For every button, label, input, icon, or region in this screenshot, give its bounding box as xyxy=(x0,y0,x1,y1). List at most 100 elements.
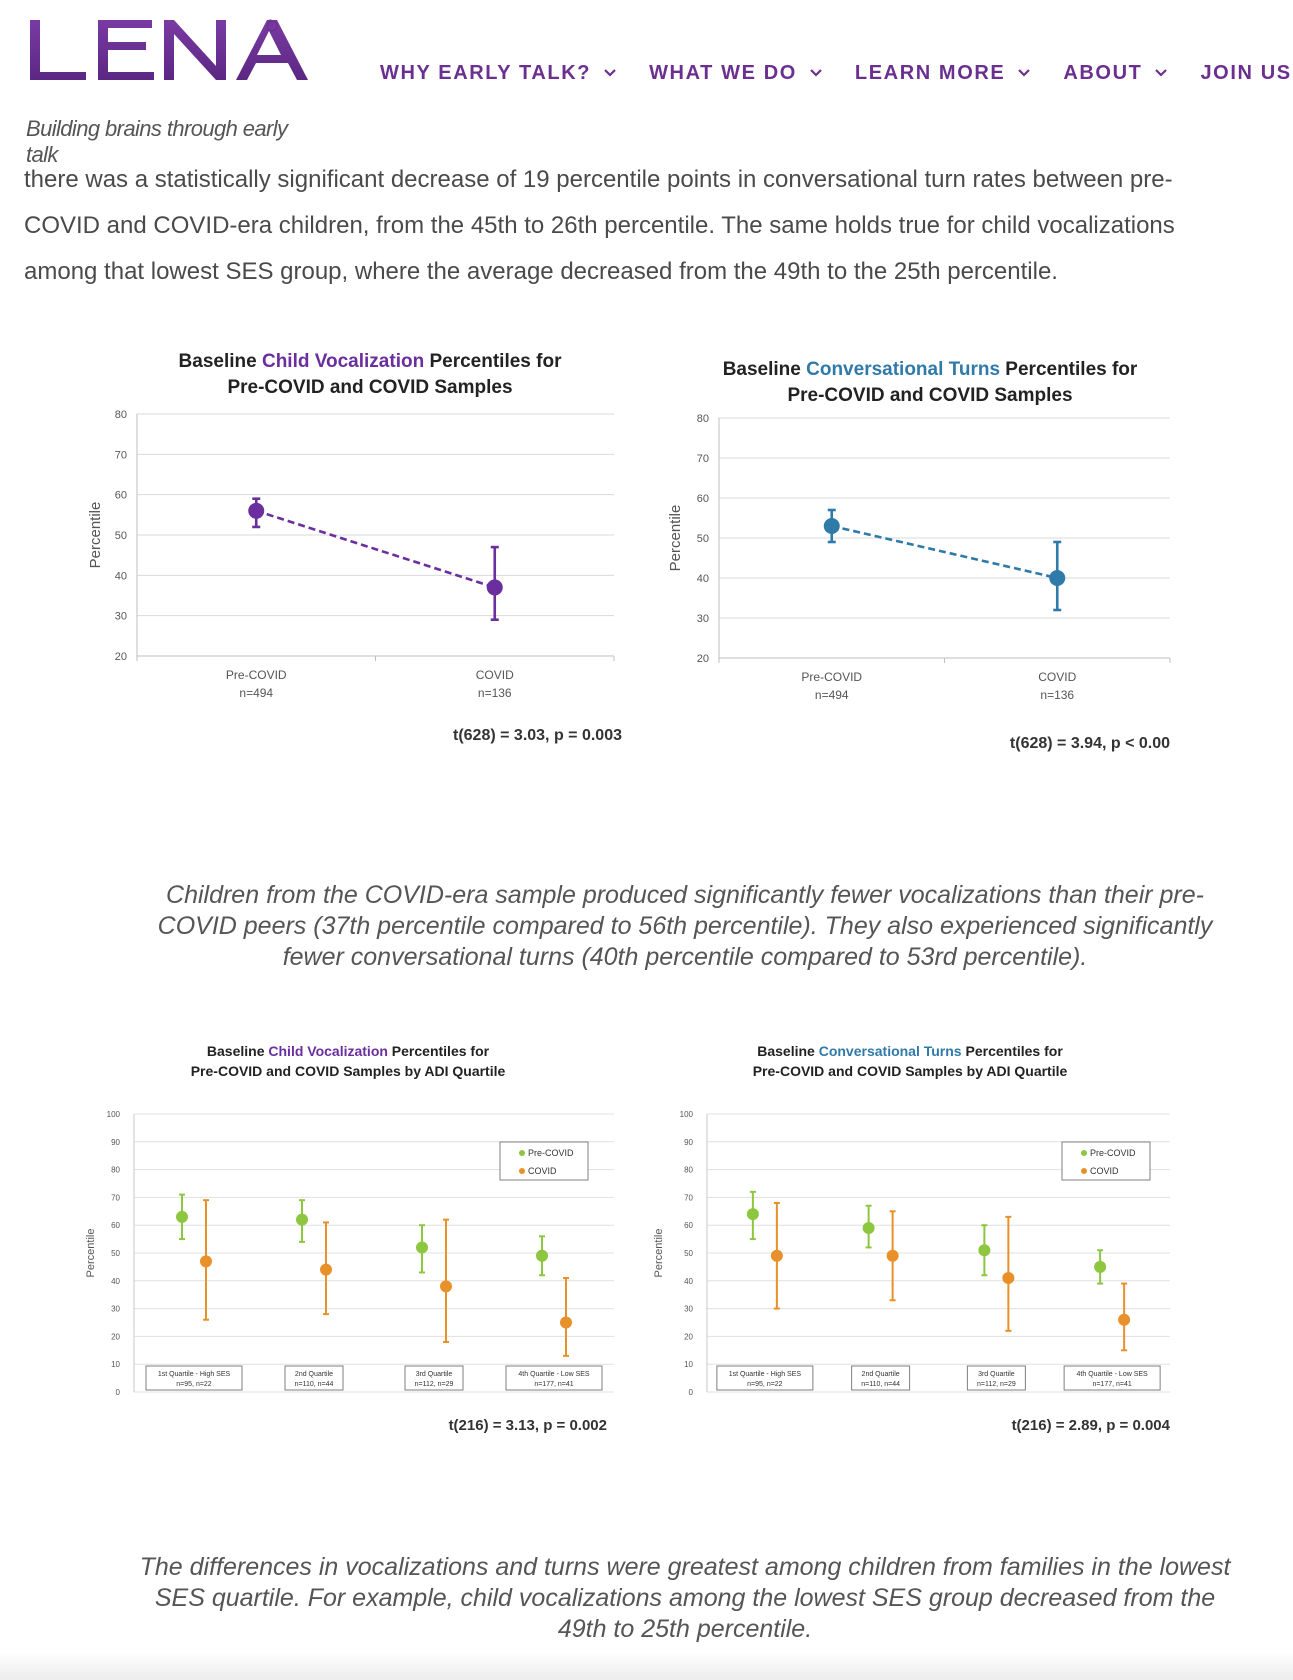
x-tick-label: Pre-COVID xyxy=(801,670,862,684)
chart-child-vocalization: Baseline Child Vocalization Percentiles … xyxy=(87,351,622,744)
chart-title-part: Percentiles for xyxy=(424,351,562,372)
y-tick-label: 10 xyxy=(684,1360,693,1369)
x-tick-sample-size: n=177, n=41 xyxy=(1092,1381,1131,1388)
legend-marker xyxy=(1081,1150,1087,1156)
y-tick-label: 30 xyxy=(115,611,127,623)
y-tick-label: 100 xyxy=(107,1110,121,1119)
chart-conversational-turns: Baseline Conversational Turns Percentile… xyxy=(667,359,1171,752)
figure-caption-2: The differences in vocalizations and tur… xyxy=(139,1553,1231,1643)
y-tick-label: 70 xyxy=(111,1193,120,1202)
x-tick-sample-size: n=494 xyxy=(239,686,273,700)
y-tick-label: 40 xyxy=(115,570,127,582)
x-tick-sample-size: n=177, n=41 xyxy=(534,1381,573,1388)
data-point xyxy=(770,1249,783,1262)
logo-tagline: Building brains through early talk xyxy=(26,116,288,167)
article-intro-paragraph: there was a statistically significant de… xyxy=(24,157,1269,295)
chart-title: Baseline Child Vocalization Percentiles … xyxy=(179,351,563,372)
chart-conversational-turns-by-quartile: Baseline Conversational Turns Percentile… xyxy=(653,1043,1171,1434)
chart-title-part: Baseline xyxy=(757,1043,818,1059)
chevron-down-icon xyxy=(810,69,822,77)
x-tick-label: COVID xyxy=(1038,670,1076,684)
nav-item-learn-more[interactable]: LEARN MORE xyxy=(855,58,1031,88)
x-tick-label: 2nd Quartile xyxy=(295,1371,333,1378)
y-tick-label: 50 xyxy=(111,1249,120,1258)
y-tick-label: 40 xyxy=(111,1277,120,1286)
chart-title-part: Percentiles for xyxy=(388,1043,490,1059)
stat-annotation: t(216) = 2.89, p = 0.004 xyxy=(1012,1417,1171,1434)
y-tick-label: 20 xyxy=(111,1332,120,1341)
legend-label: Pre-COVID xyxy=(1090,1148,1136,1158)
category-label-box xyxy=(284,1365,344,1391)
data-point xyxy=(978,1244,991,1257)
legend-marker xyxy=(519,1168,525,1174)
y-tick-label: 20 xyxy=(115,651,127,663)
y-tick-label: 60 xyxy=(697,493,709,505)
chart-title-part: Baseline xyxy=(207,1043,268,1059)
legend-label: COVID xyxy=(1090,1166,1119,1176)
x-tick-label: 3rd Quartile xyxy=(978,1371,1015,1378)
x-tick-label: 1st Quartile - High SES xyxy=(729,1371,802,1378)
y-tick-label: 60 xyxy=(115,490,127,502)
chevron-down-icon xyxy=(1018,69,1031,77)
nav-item-what-we-do[interactable]: WHAT WE DO xyxy=(649,58,823,88)
y-tick-label: 80 xyxy=(111,1166,120,1175)
y-tick-label: 40 xyxy=(684,1277,693,1286)
x-tick-sample-size: n=136 xyxy=(478,686,512,700)
x-tick-label: 3rd Quartile xyxy=(416,1371,453,1378)
nav-item-join-us[interactable]: JOIN US xyxy=(1200,58,1293,88)
y-tick-label: 50 xyxy=(684,1249,693,1258)
intro-line: there was a statistically significant de… xyxy=(24,166,1173,193)
lena-logo[interactable]: ® Building brains through early talk xyxy=(24,14,324,167)
lena-wordmark xyxy=(30,20,308,80)
chart-subtitle: Pre-COVID and COVID Samples by ADI Quart… xyxy=(191,1063,506,1079)
chart-title: Baseline Conversational Turns Percentile… xyxy=(723,359,1138,380)
nav-label: WHY EARLY TALK? xyxy=(380,61,592,84)
main-nav: WHY EARLY TALK? WHAT WE DO LEARN MORE AB… xyxy=(380,58,1293,88)
nav-label: ABOUT xyxy=(1063,61,1143,84)
legend-label: COVID xyxy=(528,1166,557,1176)
y-tick-label: 30 xyxy=(684,1305,693,1314)
chart-subtitle: Pre-COVID and COVID Samples by ADI Quart… xyxy=(753,1063,1068,1079)
category-label-box xyxy=(404,1365,464,1391)
y-tick-label: 70 xyxy=(684,1193,693,1202)
category-label-box xyxy=(716,1365,814,1391)
y-tick-label: 50 xyxy=(697,533,709,545)
chart-title-part: Percentiles for xyxy=(1000,359,1138,380)
chart-title-highlight: Child Vocalization xyxy=(268,1043,388,1059)
nav-label: LEARN MORE xyxy=(854,61,1006,84)
y-tick-label: 0 xyxy=(116,1388,121,1397)
category-label-box xyxy=(505,1365,603,1391)
chart-child-vocalization-by-quartile: Baseline Child Vocalization Percentiles … xyxy=(85,1043,614,1434)
data-point xyxy=(560,1316,572,1329)
data-point xyxy=(1094,1260,1107,1273)
data-point xyxy=(536,1249,548,1262)
data-point xyxy=(1002,1272,1015,1285)
data-point xyxy=(486,579,503,596)
chart-title-highlight: Child Vocalization xyxy=(262,351,424,372)
y-tick-label: 90 xyxy=(684,1138,693,1147)
x-tick-label: 1st Quartile - High SES xyxy=(158,1371,231,1378)
chart-title-part: Baseline xyxy=(723,359,806,380)
x-tick-sample-size: n=112, n=29 xyxy=(415,1381,454,1388)
y-tick-label: 80 xyxy=(115,409,127,421)
stat-annotation: t(216) = 3.13, p = 0.002 xyxy=(449,1417,607,1434)
chart-title-highlight: Conversational Turns xyxy=(819,1043,962,1059)
nav-item-about[interactable]: ABOUT xyxy=(1063,58,1168,88)
legend-marker xyxy=(1081,1168,1087,1174)
data-point xyxy=(823,518,840,534)
chart-subtitle: Pre-COVID and COVID Samples xyxy=(227,377,512,398)
category-label-box xyxy=(1063,1365,1161,1391)
y-tick-label: 60 xyxy=(684,1221,693,1230)
nav-label: WHAT WE DO xyxy=(649,61,797,84)
stat-annotation: t(628) = 3.03, p = 0.003 xyxy=(453,727,622,744)
y-axis-label: Percentile xyxy=(87,502,104,569)
x-tick-label: 4th Quartile - Low SES xyxy=(518,1371,590,1378)
x-tick-sample-size: n=95, n=22 xyxy=(176,1381,212,1388)
data-point xyxy=(862,1221,875,1234)
y-tick-label: 60 xyxy=(111,1221,120,1230)
data-point xyxy=(176,1210,188,1223)
nav-item-why-early-talk[interactable]: WHY EARLY TALK? xyxy=(380,58,617,88)
data-point xyxy=(320,1263,332,1276)
y-tick-label: 0 xyxy=(689,1388,694,1397)
y-tick-label: 100 xyxy=(680,1110,694,1119)
